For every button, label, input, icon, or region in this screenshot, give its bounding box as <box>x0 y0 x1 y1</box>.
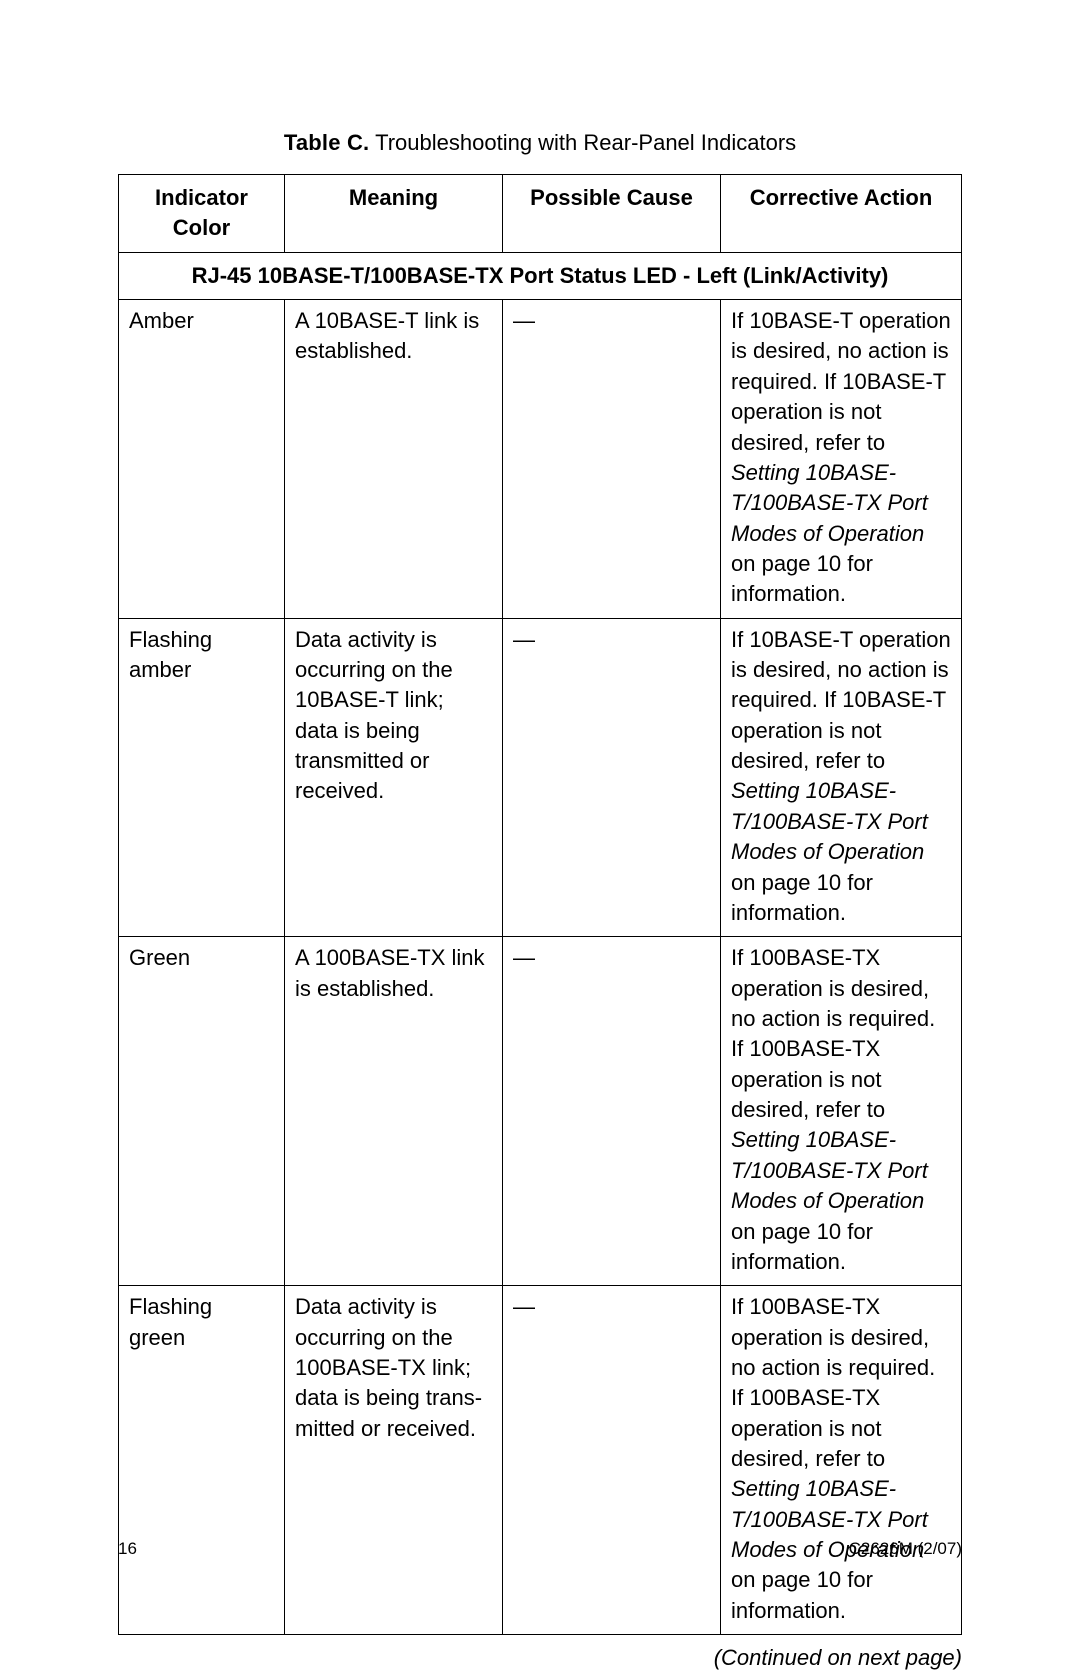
table-label: Table C. <box>284 130 370 155</box>
col-indicator-color: Indicator Color <box>119 175 285 253</box>
continued-note: (Continued on next page) <box>118 1645 962 1671</box>
action-text-post: on page 10 for information. <box>731 870 873 925</box>
cell-cause: — <box>503 1286 721 1635</box>
table-caption: Table C. Troubleshooting with Rear-Panel… <box>118 130 962 156</box>
page-number: 16 <box>118 1539 137 1559</box>
cell-indicator: Flashing green <box>119 1286 285 1635</box>
cell-meaning: A 100BASE-TX link is established. <box>285 937 503 1286</box>
cell-indicator: Green <box>119 937 285 1286</box>
col-meaning: Meaning <box>285 175 503 253</box>
action-text-post: on page 10 for information. <box>731 1219 873 1274</box>
action-text-ital: Setting 10BASE-T/100BASE-TX Port Modes o… <box>731 460 928 546</box>
action-text-ital: Setting 10BASE-T/100BASE-TX Port Modes o… <box>731 1127 928 1213</box>
cell-action: If 100BASE-TX operation is desired, no a… <box>721 1286 962 1635</box>
table-title: Troubleshooting with Rear-Panel Indicato… <box>375 130 796 155</box>
cell-action: If 100BASE-TX operation is desired, no a… <box>721 937 962 1286</box>
action-text-pre: If 100BASE-TX operation is desired, no a… <box>731 945 935 1122</box>
cell-action: If 10BASE-T operation is desired, no act… <box>721 618 962 937</box>
cell-indicator: Amber <box>119 300 285 619</box>
troubleshooting-table: Indicator Color Meaning Possible Cause C… <box>118 174 962 1635</box>
action-text-post: on page 10 for information. <box>731 1567 873 1622</box>
table-row: Flashing amber Data activity is occurrin… <box>119 618 962 937</box>
action-text-pre: If 10BASE-T operation is desired, no act… <box>731 308 951 454</box>
action-text-pre: If 100BASE-TX operation is desired, no a… <box>731 1294 935 1471</box>
action-text-post: on page 10 for information. <box>731 551 873 606</box>
col-possible-cause: Possible Cause <box>503 175 721 253</box>
cell-meaning: Data activity is occurring on the 100BAS… <box>285 1286 503 1635</box>
cell-meaning: A 10BASE-T link is established. <box>285 300 503 619</box>
cell-cause: — <box>503 937 721 1286</box>
table-row: Amber A 10BASE-T link is established. — … <box>119 300 962 619</box>
doc-id: C2626M (2/07) <box>849 1539 962 1559</box>
cell-indicator: Flashing amber <box>119 618 285 937</box>
action-text-pre: If 10BASE-T operation is desired, no act… <box>731 627 951 773</box>
page-footer: 16 C2626M (2/07) <box>118 1539 962 1559</box>
cell-action: If 10BASE-T operation is desired, no act… <box>721 300 962 619</box>
cell-cause: — <box>503 618 721 937</box>
cell-meaning: Data activity is occurring on the 10BASE… <box>285 618 503 937</box>
section-heading-row: RJ-45 10BASE-T/100BASE-TX Port Status LE… <box>119 252 962 299</box>
section-heading: RJ-45 10BASE-T/100BASE-TX Port Status LE… <box>119 252 962 299</box>
table-row: Green A 100BASE-TX link is established. … <box>119 937 962 1286</box>
action-text-ital: Setting 10BASE-T/100BASE-TX Port Modes o… <box>731 778 928 864</box>
table-row: Flashing green Data activity is occurrin… <box>119 1286 962 1635</box>
table-header-row: Indicator Color Meaning Possible Cause C… <box>119 175 962 253</box>
cell-cause: — <box>503 300 721 619</box>
col-corrective-action: Corrective Action <box>721 175 962 253</box>
document-page: Table C. Troubleshooting with Rear-Panel… <box>0 0 1080 1669</box>
